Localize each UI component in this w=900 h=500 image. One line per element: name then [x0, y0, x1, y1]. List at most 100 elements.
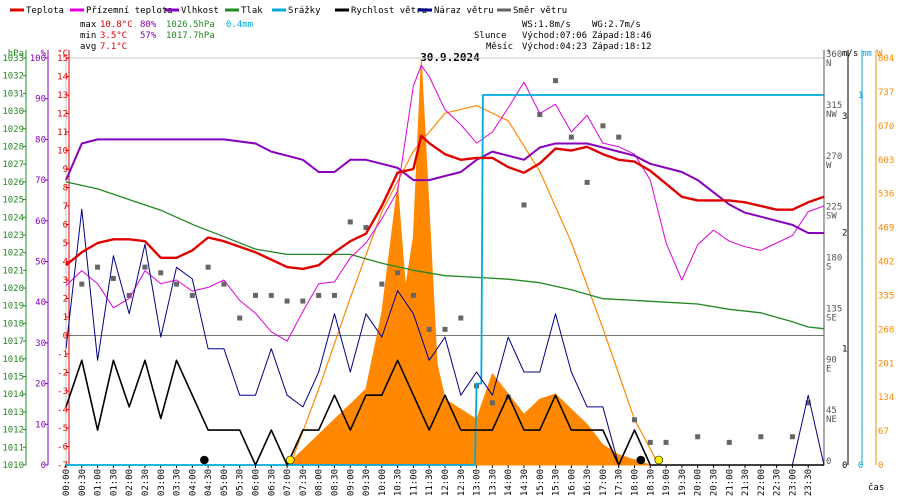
tick-label: 1026: [2, 178, 24, 188]
wind-direction-point: [663, 439, 669, 445]
tick-label: W: [826, 161, 832, 171]
wind-direction-point: [221, 281, 227, 287]
wind-direction-point: [284, 298, 290, 304]
tick-label: 14: [57, 73, 68, 83]
wind-direction-point: [647, 439, 653, 445]
tick-label: NE: [826, 415, 837, 425]
solar-radiation-area: [286, 59, 651, 466]
tick-label: 135: [826, 304, 842, 314]
tick-label: 90: [826, 355, 837, 365]
x-tick-label: 17:00: [599, 469, 609, 496]
info-block: WS:1.8m/s WG:2.7m/s Slunce Východ:07:06 …: [474, 20, 652, 52]
tick-label: 1017: [2, 337, 24, 347]
tick-label: 60: [35, 217, 46, 227]
x-tick-label: 09:00: [346, 469, 356, 496]
x-tick-label: 21:00: [725, 469, 735, 496]
x-tick-label: 10:00: [378, 469, 388, 496]
wind-direction-point: [158, 270, 164, 276]
x-tick-label: 23:30: [804, 469, 814, 496]
x-tick-label: 03:30: [173, 469, 183, 496]
tick-label: 1016: [2, 355, 24, 365]
tick-label: 1012: [2, 426, 24, 436]
tick-label: 3: [842, 112, 847, 122]
tick-label: 0: [842, 461, 847, 471]
tick-label: 12: [57, 110, 68, 120]
tick-label: 134: [878, 393, 894, 403]
x-tick-label: 12:30: [457, 469, 467, 496]
legend-label: Rychlost větru: [351, 6, 427, 16]
tick-label: 40: [35, 298, 46, 308]
tick-label: 469: [878, 224, 894, 234]
tick-label: SW: [826, 212, 837, 222]
tick-label: 2: [842, 228, 847, 238]
wind-direction-point: [79, 281, 85, 287]
tick-label: 8: [63, 184, 68, 194]
legend-label: Teplota: [26, 6, 64, 16]
wind-direction-point: [300, 298, 306, 304]
tick-label: 536: [878, 190, 894, 200]
x-tick-label: 11:00: [409, 469, 419, 496]
legend-label: Směr větru: [513, 6, 567, 16]
x-tick-label: 21:30: [741, 469, 751, 496]
tick-label: 603: [878, 156, 894, 166]
x-tick-label: 00:00: [62, 469, 72, 496]
tick-label: 30: [35, 339, 46, 349]
tick-label: 13: [57, 91, 68, 101]
wind-direction-point: [395, 270, 401, 276]
legend-label: Přízemní teplota: [86, 6, 173, 16]
wind-direction-point: [426, 326, 432, 332]
wind-direction-point: [600, 123, 606, 129]
stat-min-label: min: [80, 31, 96, 41]
wind-direction-point: [805, 400, 811, 406]
wind-direction-point: [553, 78, 559, 84]
tick-label: 1029: [2, 125, 24, 135]
x-tick-label: 13:30: [488, 469, 498, 496]
tick-label: 1023: [2, 231, 24, 241]
tick-label: 1020: [2, 284, 24, 294]
tick-label: 201: [878, 359, 894, 369]
tick-label: NW: [826, 110, 837, 120]
info-sunrise: Východ:07:06: [522, 31, 587, 41]
x-tick-label: 04:30: [204, 469, 214, 496]
x-tick-label: 08:30: [330, 469, 340, 496]
wind-direction-point: [253, 292, 258, 298]
info-ws: WS:1.8m/s: [522, 20, 571, 30]
x-tick-label: 03:00: [157, 469, 167, 496]
wind-direction-point: [489, 400, 495, 406]
x-tick-label: 01:30: [109, 469, 119, 496]
humidity-line: [65, 138, 824, 234]
tick-label: 335: [878, 291, 894, 301]
ground-temperature-line: [65, 64, 825, 342]
moonrise-marker: [200, 455, 209, 465]
info-moonset: Západ:18:12: [592, 42, 652, 52]
stat-max-rain: 0.4mm: [226, 20, 253, 30]
wind-direction-point: [126, 292, 132, 298]
tick-label: 225: [826, 203, 842, 213]
tick-label: 1010: [2, 461, 24, 471]
stat-min-temp: 3.5°C: [100, 31, 127, 41]
x-tick-label: 11:30: [425, 469, 435, 496]
wind-direction-point: [758, 434, 764, 440]
x-axis-label: čas: [868, 482, 884, 493]
legend-label: Vlhkost: [181, 6, 219, 16]
stat-min-hum: 57%: [140, 31, 157, 41]
wind-direction-point: [789, 434, 795, 440]
wind-direction-point: [110, 275, 116, 281]
tick-label: 0: [41, 461, 46, 471]
tick-label: -7: [57, 461, 68, 471]
tick-label: 268: [878, 325, 894, 335]
info-moon-label: Měsíc: [486, 42, 513, 52]
tick-label: 6: [63, 221, 68, 231]
tick-label: 100: [30, 54, 46, 64]
x-tick-label: 22:30: [773, 469, 783, 496]
x-tick-label: 01:00: [94, 469, 104, 496]
x-tick-label: 06:30: [267, 469, 277, 496]
tick-label: 1027: [2, 160, 24, 170]
x-tick-label: 23:00: [788, 469, 798, 496]
x-tick-label: 13:00: [473, 469, 483, 496]
tick-label: 9: [63, 165, 68, 175]
x-tick-label: 15:00: [536, 469, 546, 496]
plot-area: [65, 59, 825, 466]
tick-label: 5: [63, 239, 68, 249]
axes: hPa1010101110121013101410151016101710181…: [2, 49, 894, 496]
